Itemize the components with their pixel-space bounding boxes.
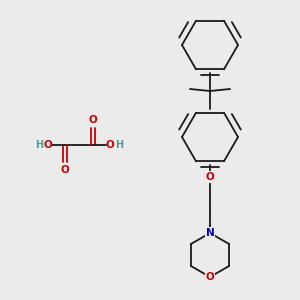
Text: H: H [35, 140, 43, 150]
Text: O: O [88, 115, 98, 125]
Text: N: N [206, 228, 214, 238]
Text: H: H [115, 140, 123, 150]
Text: O: O [206, 172, 214, 182]
Text: O: O [43, 140, 52, 150]
Text: O: O [206, 272, 214, 282]
Text: O: O [106, 140, 115, 150]
Text: O: O [61, 165, 69, 175]
